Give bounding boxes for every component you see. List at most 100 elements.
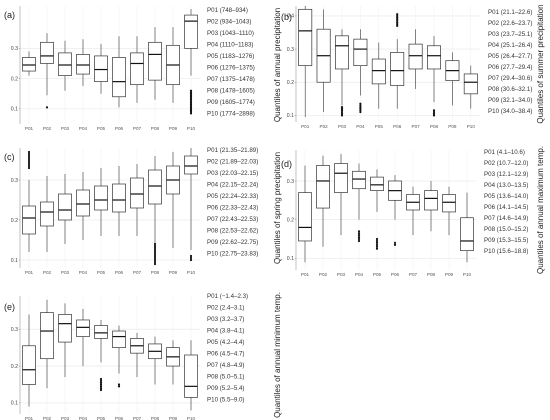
- x-tick-label: P06: [115, 416, 124, 420]
- legend-entry: P06 (14.1–14.5): [484, 204, 528, 211]
- box-iqr: [94, 325, 108, 339]
- outlier-point: [45, 106, 49, 109]
- box-iqr: [352, 170, 366, 190]
- outlier-point: [396, 16, 399, 19]
- box-iqr: [148, 41, 162, 81]
- y-axis-label: Quantiles of annual precipitation: [273, 8, 282, 122]
- x-tick-label: P08: [430, 124, 439, 129]
- x-tick-label: P03: [61, 416, 70, 420]
- box-P08: [427, 35, 441, 117]
- y-tick-label: 0.4: [287, 14, 294, 20]
- outlier-point: [432, 112, 436, 115]
- x-tick-label: P06: [115, 126, 124, 131]
- legend-entry: P04 (3.8–4.1): [207, 328, 245, 335]
- box-P10: [184, 148, 198, 262]
- x-tick-label: P03: [337, 272, 346, 277]
- legend-entry: P05 (22.24–22.33): [207, 193, 258, 200]
- outlier-point: [359, 109, 362, 112]
- outlier-point: [153, 260, 157, 264]
- outlier-point: [396, 23, 399, 26]
- outlier-point: [189, 94, 193, 97]
- outlier-point: [189, 254, 193, 258]
- outlier-point: [359, 104, 362, 107]
- legend-entry: P06 (4.5–4.7): [207, 351, 245, 358]
- panel-label: (b): [281, 12, 292, 22]
- legend-entry: P02 (10.7–12.0): [484, 160, 528, 167]
- legend-entry: P02 (22.6–23.7): [488, 20, 532, 27]
- outlier-point: [189, 256, 193, 260]
- box-P05: [371, 42, 386, 109]
- x-tick-label: P02: [43, 270, 52, 275]
- box-iqr: [22, 205, 36, 235]
- legend-entry: P01 (21.1–22.6): [488, 9, 532, 16]
- panel-label: (e): [4, 302, 15, 312]
- box-P04: [353, 29, 368, 114]
- box-P09: [442, 186, 456, 236]
- box-P04: [76, 39, 90, 87]
- box-P04: [352, 163, 366, 243]
- legend-entry: P06 (1276–1375): [207, 65, 255, 72]
- outlier-point: [189, 101, 193, 104]
- box-P06: [388, 175, 402, 246]
- outlier-point: [153, 254, 157, 258]
- legend-entry: P07 (4.8–4.9): [207, 362, 245, 369]
- outlier-point: [27, 160, 31, 164]
- box-iqr: [112, 183, 126, 213]
- box-iqr: [76, 189, 90, 217]
- box-iqr: [40, 312, 54, 360]
- outlier-point: [99, 385, 103, 388]
- legend-entry: P01 (−1.4–2.3): [207, 293, 248, 300]
- outlier-point: [27, 154, 31, 158]
- y-axis-label: Quantiles of annual maximum temp.: [536, 146, 545, 274]
- y-tick-label: 0.2: [287, 80, 294, 86]
- y-tick-label: 0.3: [11, 327, 18, 333]
- outlier-point: [99, 383, 103, 386]
- legend-entry: P03 (1043–1110): [207, 30, 254, 37]
- box-iqr: [184, 155, 198, 175]
- box-P10: [184, 340, 198, 411]
- x-tick-label: P04: [79, 126, 88, 131]
- outlier-point: [153, 242, 157, 246]
- outlier-point: [189, 112, 193, 115]
- outlier-point: [153, 248, 157, 252]
- outlier-point: [27, 156, 31, 160]
- x-tick-label: P05: [97, 126, 106, 131]
- outlier-point: [340, 110, 344, 114]
- x-tick-label: P04: [355, 272, 364, 277]
- outlier-point: [357, 237, 361, 241]
- box-iqr: [22, 345, 36, 385]
- x-tick-label: P07: [412, 124, 421, 129]
- panel-d: 0.1 0.2 0.3 P01 P02 P03 P04 P05 P06 P07 P08 P09 P10 (…: [281, 146, 545, 277]
- outlier-point: [359, 105, 362, 109]
- outlier-point: [189, 91, 193, 94]
- outlier-point: [153, 262, 157, 266]
- legend-entry: P05 (4.2–4.4): [207, 339, 245, 346]
- legend-entry: P07 (14.6–14.9): [484, 215, 528, 222]
- box-iqr: [335, 35, 349, 70]
- box-iqr: [40, 201, 54, 227]
- outlier-point: [357, 234, 361, 237]
- x-tick-label: P04: [356, 124, 365, 129]
- outlier-point: [189, 97, 193, 100]
- box-P09: [166, 340, 180, 385]
- legend-entry: P10 (5.5–9.0): [207, 397, 245, 404]
- y-tick-label: 0.1: [287, 256, 294, 262]
- legend-entry: P03 (22.03–22.15): [207, 170, 258, 177]
- y-tick-label: 0.2: [11, 364, 18, 370]
- box-iqr: [112, 57, 126, 98]
- outlier-point: [359, 102, 362, 105]
- legend-entry: P06 (27.7–29.4): [488, 64, 532, 71]
- x-tick-label: P02: [43, 126, 52, 131]
- outlier-point: [396, 18, 399, 21]
- x-tick-label: P06: [115, 270, 124, 275]
- x-tick-label: P02: [43, 416, 52, 420]
- box-iqr: [130, 52, 144, 86]
- box-iqr: [353, 38, 368, 67]
- outlier-point: [375, 241, 379, 245]
- outlier-point: [396, 13, 399, 16]
- x-tick-label: P10: [187, 270, 196, 275]
- outlier-point: [153, 244, 157, 248]
- legend-entry: P09 (1605–1774): [207, 99, 255, 106]
- legend-entry: P07 (1375–1478): [207, 76, 255, 83]
